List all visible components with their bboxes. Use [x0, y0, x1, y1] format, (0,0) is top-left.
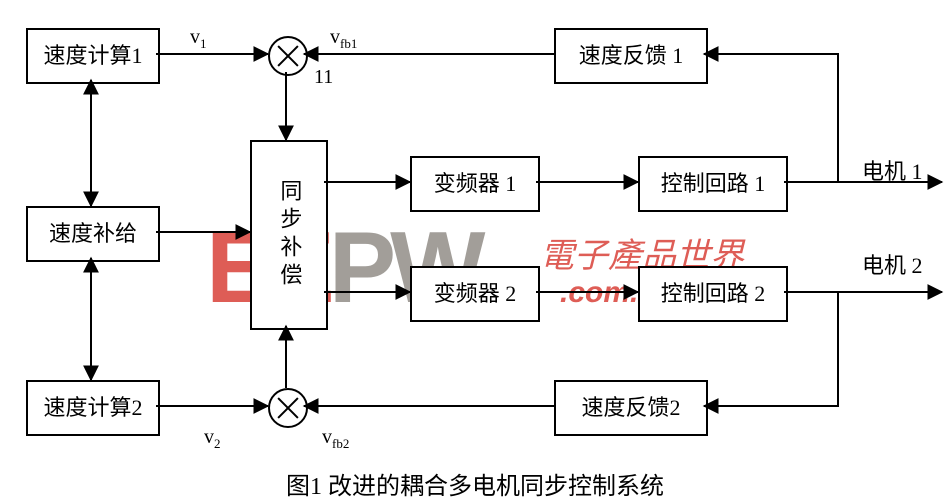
edges-layer — [0, 0, 950, 501]
diagram-stage: EEPW 電子產品世界 .com.cn 速度计算1 速度补给 速度计算2 同步补… — [0, 0, 950, 501]
